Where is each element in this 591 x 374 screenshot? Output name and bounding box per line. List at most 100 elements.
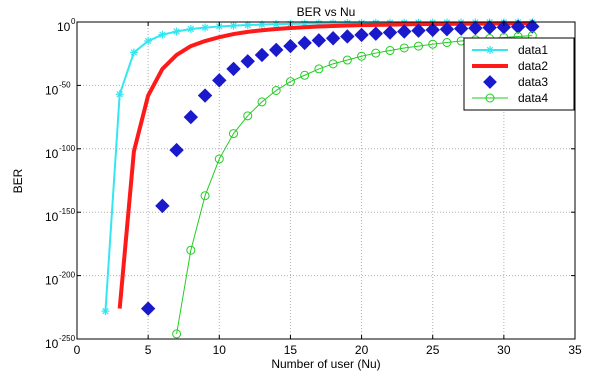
data-point-data3 — [453, 21, 469, 36]
y-tick-base: 10 — [57, 20, 71, 34]
data-point-data3 — [525, 19, 540, 34]
data-point-data1 — [229, 21, 238, 30]
y-tick-exponent: -100 — [59, 144, 76, 153]
y-tick-label: 10 -250 — [45, 334, 76, 351]
data-point-data3 — [382, 25, 398, 40]
legend-swatch-marker — [483, 75, 497, 89]
x-tick-label: 30 — [497, 343, 511, 357]
data-point-data4 — [385, 46, 395, 56]
x-tick-label: 35 — [568, 343, 582, 357]
legend-item-data4: data4 — [472, 91, 548, 105]
y-tick-base: 10 — [45, 337, 59, 351]
data-point-data4 — [442, 38, 452, 48]
data-point-data1 — [129, 48, 138, 57]
legend-label: data1 — [518, 43, 548, 57]
y-tick-exponent: -200 — [59, 271, 76, 280]
y-tick-label: 10 -150 — [45, 207, 76, 224]
legend-label: data3 — [518, 75, 548, 89]
data-point-data4 — [342, 55, 352, 65]
data-point-data4 — [399, 43, 409, 53]
legend-label: data4 — [518, 91, 548, 105]
data-point-data1 — [186, 24, 195, 33]
data-point-data4 — [243, 111, 253, 121]
data-point-data3 — [510, 19, 526, 35]
series-data3 — [140, 19, 540, 316]
x-axis-label: Number of user (Nu) — [271, 357, 380, 371]
data-point-data3 — [468, 20, 483, 36]
x-tick-label: 25 — [426, 343, 440, 357]
data-point-data4 — [257, 97, 267, 107]
data-point-data3 — [397, 24, 412, 39]
legend-item-data3: data3 — [483, 75, 548, 89]
y-axis-label: BER — [11, 168, 25, 193]
legend-swatch-marker — [485, 93, 495, 103]
data-point-data4 — [357, 51, 367, 61]
data-point-data4 — [271, 85, 281, 95]
y-tick-base: 10 — [45, 147, 59, 161]
legend-label: data2 — [518, 59, 548, 73]
y-tick-label: 10 -200 — [45, 271, 76, 288]
data-point-data1 — [201, 23, 210, 32]
data-point-data4 — [186, 245, 196, 255]
data-point-data1 — [243, 21, 252, 30]
data-point-data1 — [158, 30, 167, 39]
data-point-data4 — [229, 129, 239, 139]
y-tick-exponent: -250 — [59, 334, 76, 343]
data-point-data3 — [411, 23, 426, 38]
x-tick-label: 10 — [213, 343, 227, 357]
data-point-data3 — [268, 42, 284, 58]
plot-frame — [76, 21, 576, 340]
y-tick-base: 10 — [45, 274, 59, 288]
data-point-data4 — [371, 48, 381, 58]
data-point-data3 — [169, 142, 184, 158]
data-point-data1 — [101, 307, 110, 316]
x-tick-label: 0 — [74, 343, 81, 357]
data-point-data3 — [425, 22, 440, 38]
data-point-data3 — [197, 88, 213, 103]
data-point-data4 — [413, 41, 423, 51]
data-point-data3 — [254, 47, 270, 63]
y-tick-label: 10 -50 — [45, 80, 71, 97]
legend-item-data2: data2 — [472, 59, 548, 73]
data-point-data3 — [155, 198, 170, 214]
data-point-data3 — [325, 31, 341, 46]
data-point-data3 — [226, 61, 241, 77]
data-point-data1 — [115, 90, 124, 99]
y-tick-exponent: -50 — [59, 80, 71, 89]
data-point-data3 — [311, 33, 327, 48]
data-point-data3 — [297, 35, 312, 51]
data-point-data3 — [340, 29, 355, 44]
data-point-data3 — [240, 54, 255, 69]
data-point-data4 — [314, 64, 324, 74]
x-tick-label: 15 — [284, 343, 298, 357]
data-point-data1 — [215, 22, 224, 31]
data-point-data4 — [214, 154, 224, 164]
data-point-data4 — [428, 39, 438, 49]
data-point-data1 — [144, 37, 153, 46]
data-point-data3 — [283, 38, 298, 54]
y-tick-label: 10 -100 — [45, 144, 76, 161]
y-tick-exponent: -150 — [59, 207, 76, 216]
data-point-data3 — [212, 73, 227, 88]
legend: data1 data2 data3 data4 — [463, 37, 575, 111]
data-point-data4 — [172, 329, 182, 339]
series-layer — [101, 18, 540, 339]
legend-swatch-marker — [486, 46, 494, 54]
chart-title: BER vs Nu — [297, 5, 356, 19]
x-tick-label: 5 — [145, 343, 152, 357]
y-tick-exponent: 0 — [71, 17, 76, 26]
y-tick-base: 10 — [45, 83, 59, 97]
data-point-data3 — [439, 22, 455, 37]
data-point-data3 — [354, 27, 369, 43]
x-tick-label: 20 — [355, 343, 369, 357]
data-point-data4 — [300, 70, 310, 80]
legend-item-data1: data1 — [472, 43, 548, 57]
data-point-data3 — [140, 301, 156, 316]
y-tick-label: 10 0 — [57, 17, 76, 34]
y-tick-base: 10 — [45, 210, 59, 224]
data-point-data4 — [200, 191, 210, 201]
data-point-data3 — [368, 26, 384, 41]
data-point-data3 — [183, 109, 199, 125]
